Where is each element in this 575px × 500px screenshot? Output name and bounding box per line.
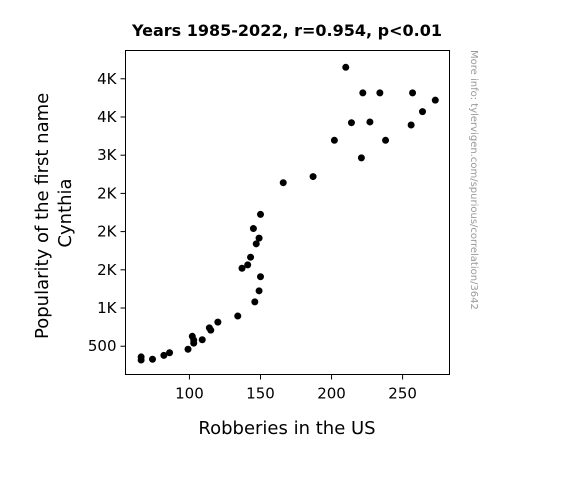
data-point [166,349,174,357]
data-point [419,108,426,116]
data-point [366,118,374,126]
data-point [255,234,263,242]
x-tick-label: 250 [388,385,417,403]
x-tick-label: 100 [175,385,204,403]
plot-area [125,50,450,375]
y-tick-label: 2K [97,184,118,202]
data-point [137,356,145,364]
y-tick-label: 2K [97,261,118,279]
x-axis-ticks: 100 150 200 250 [175,374,417,403]
data-point [160,351,168,359]
data-point [409,89,417,97]
y-axis-label-line-1: Popularity of the first name [32,93,53,339]
data-point [347,119,355,127]
data-point [252,240,260,248]
data-point [184,345,192,353]
data-point [214,318,222,326]
data-point [255,287,263,295]
y-axis-ticks: 500 1K 2K 2K 2K 3K 4K 4K [88,70,126,355]
data-point [198,336,206,344]
data-point [251,298,259,306]
data-point [376,89,384,97]
x-axis-label: Robberies in the US [198,418,375,439]
data-point [309,173,317,181]
data-point [407,121,415,129]
data-point [244,261,252,269]
y-tick-label: 1K [97,299,118,317]
data-point [247,253,255,261]
data-point [431,96,439,104]
watermark-text: More info: tylervigen.com/spurious/corre… [468,50,479,310]
chart-title: Years 1985-2022, r=0.954, p<0.01 [131,21,442,40]
data-point [279,179,287,187]
data-point [382,136,390,144]
y-axis-label-line-2: Cynthia [55,178,76,247]
data-point [359,89,367,97]
data-point [234,312,242,320]
data-point [207,326,215,334]
y-tick-label: 4K [97,70,118,88]
data-point [342,63,350,71]
data-point [238,264,246,272]
data-point [149,355,156,363]
data-point [190,339,198,347]
data-point [330,136,338,144]
y-tick-label: 500 [88,337,117,355]
data-point [357,154,365,162]
x-tick-label: 150 [246,385,275,403]
data-point [257,273,264,281]
x-tick-label: 200 [317,385,346,403]
y-axis-label: Popularity of the first name Cynthia [32,87,76,339]
data-point [257,210,264,218]
y-tick-label: 4K [97,108,118,126]
y-tick-label: 3K [97,146,118,164]
data-point [249,225,257,233]
data-points [137,63,439,364]
y-tick-label: 2K [97,223,118,241]
